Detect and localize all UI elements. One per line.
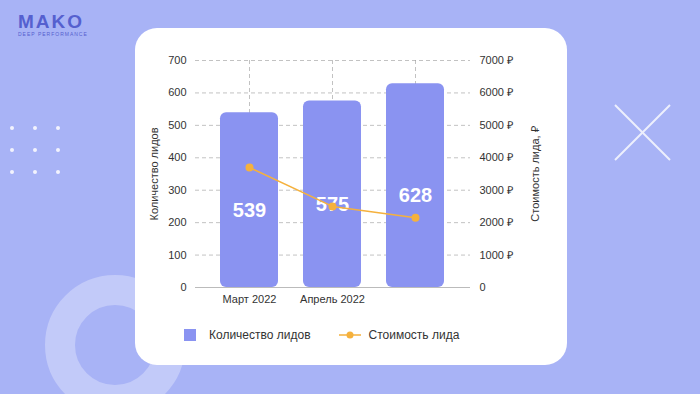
html-text:MAKO: MAKO xyxy=(18,11,85,32)
svg-text:Стоимость лида, ₽: Стоимость лида, ₽ xyxy=(529,126,541,221)
svg-text:3000 ₽: 3000 ₽ xyxy=(480,184,514,196)
html-text:Стоимость лида: Стоимость лида xyxy=(368,328,460,342)
svg-text:Количество лидов: Количество лидов xyxy=(148,127,160,220)
html-text:Количество лидов: Количество лидов xyxy=(209,328,311,342)
svg-text:400: 400 xyxy=(168,151,186,163)
html-text:DEEP PERFORMANCE: DEEP PERFORMANCE xyxy=(18,31,88,37)
svg-text:539: 539 xyxy=(233,199,266,221)
svg-text:500: 500 xyxy=(168,119,186,131)
svg-text:5000 ₽: 5000 ₽ xyxy=(480,119,514,131)
svg-text:1000 ₽: 1000 ₽ xyxy=(480,249,514,261)
svg-text:6000 ₽: 6000 ₽ xyxy=(480,86,514,98)
svg-text:600: 600 xyxy=(168,86,186,98)
svg-text:575: 575 xyxy=(316,193,349,215)
svg-text:Апрель 2022: Апрель 2022 xyxy=(300,293,365,305)
svg-text:628: 628 xyxy=(399,184,432,206)
svg-text:4000 ₽: 4000 ₽ xyxy=(480,151,514,163)
svg-text:2000 ₽: 2000 ₽ xyxy=(480,216,514,228)
svg-text:300: 300 xyxy=(168,184,186,196)
svg-text:700: 700 xyxy=(168,54,186,66)
svg-text:0: 0 xyxy=(480,281,486,293)
svg-text:7000 ₽: 7000 ₽ xyxy=(480,54,514,66)
svg-text:200: 200 xyxy=(168,216,186,228)
svg-text:Март 2022: Март 2022 xyxy=(223,293,277,305)
svg-text:0: 0 xyxy=(180,281,186,293)
svg-text:100: 100 xyxy=(168,249,186,261)
